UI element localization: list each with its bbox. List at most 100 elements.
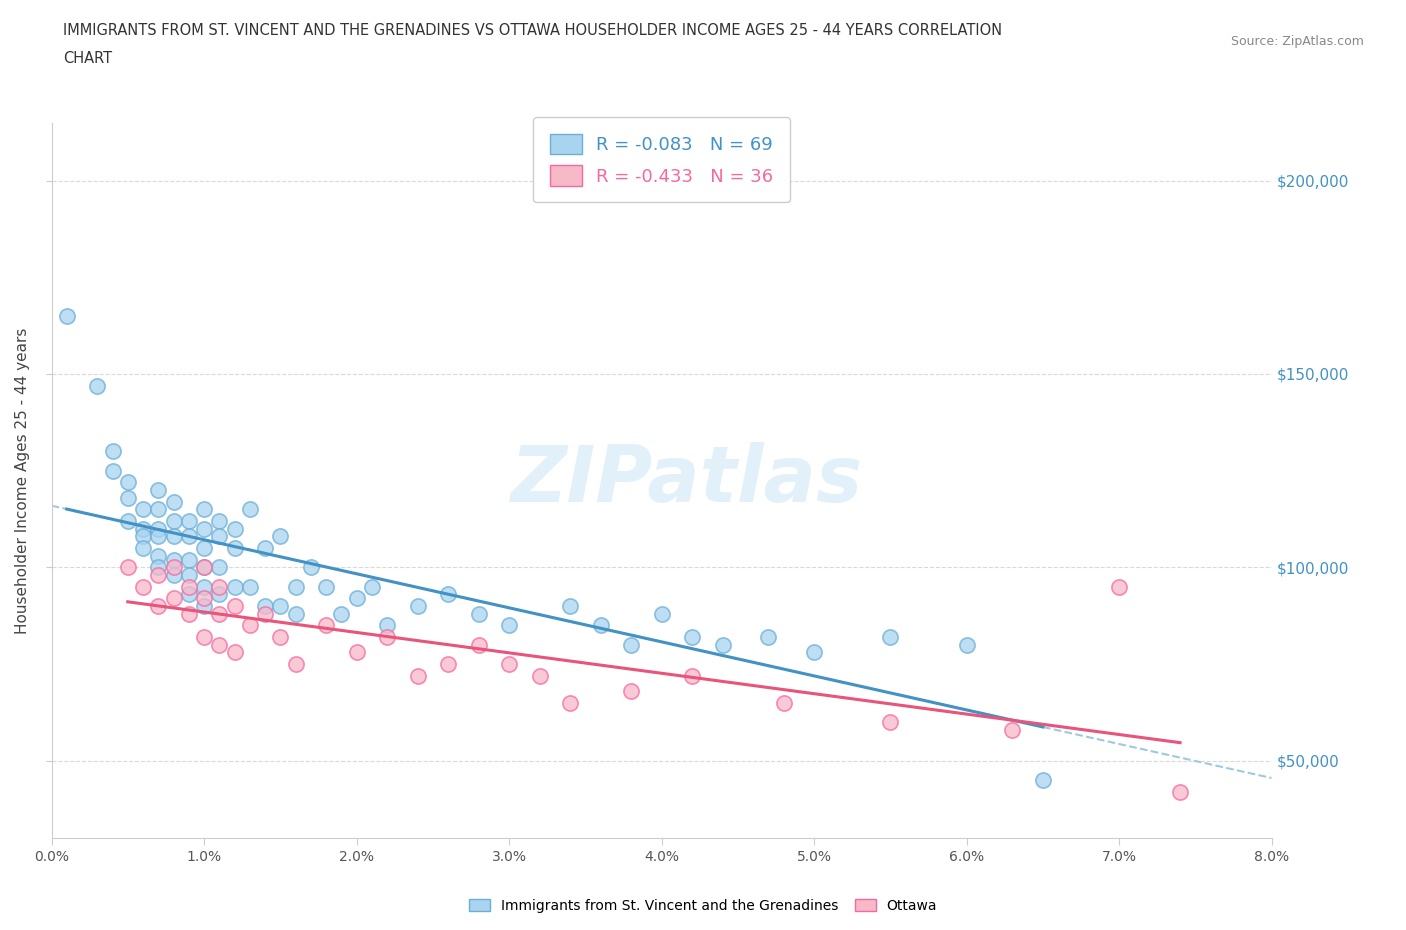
Point: [254, 599, 277, 614]
Point: [177, 606, 200, 621]
Point: [1032, 773, 1054, 788]
Point: [239, 502, 262, 517]
Point: [224, 521, 246, 536]
Point: [177, 579, 200, 594]
Point: [162, 560, 184, 575]
Point: [117, 513, 139, 528]
Text: ZIPatlas: ZIPatlas: [510, 443, 862, 518]
Point: [208, 606, 231, 621]
Legend: Immigrants from St. Vincent and the Grenadines, Ottawa: Immigrants from St. Vincent and the Gren…: [463, 894, 943, 919]
Point: [406, 668, 429, 683]
Point: [498, 618, 520, 632]
Point: [315, 579, 337, 594]
Point: [177, 587, 200, 602]
Point: [177, 552, 200, 567]
Point: [117, 490, 139, 505]
Point: [193, 579, 215, 594]
Point: [86, 379, 108, 393]
Point: [756, 630, 779, 644]
Point: [148, 529, 170, 544]
Point: [284, 657, 307, 671]
Point: [162, 513, 184, 528]
Point: [284, 606, 307, 621]
Point: [193, 591, 215, 605]
Point: [132, 502, 155, 517]
Point: [148, 599, 170, 614]
Point: [148, 502, 170, 517]
Point: [558, 599, 581, 614]
Point: [529, 668, 551, 683]
Text: IMMIGRANTS FROM ST. VINCENT AND THE GRENADINES VS OTTAWA HOUSEHOLDER INCOME AGES: IMMIGRANTS FROM ST. VINCENT AND THE GREN…: [63, 23, 1002, 38]
Point: [284, 579, 307, 594]
Point: [467, 637, 489, 652]
Point: [772, 696, 794, 711]
Point: [375, 630, 398, 644]
Point: [558, 696, 581, 711]
Point: [239, 579, 262, 594]
Point: [162, 552, 184, 567]
Point: [620, 684, 643, 698]
Point: [162, 494, 184, 509]
Point: [193, 560, 215, 575]
Point: [101, 463, 124, 478]
Point: [177, 567, 200, 582]
Point: [1168, 784, 1191, 799]
Point: [208, 513, 231, 528]
Point: [269, 599, 291, 614]
Point: [1108, 579, 1130, 594]
Point: [1001, 723, 1024, 737]
Point: [269, 630, 291, 644]
Point: [224, 540, 246, 555]
Point: [330, 606, 353, 621]
Point: [879, 714, 901, 729]
Point: [177, 513, 200, 528]
Text: CHART: CHART: [63, 51, 112, 66]
Point: [360, 579, 382, 594]
Point: [148, 567, 170, 582]
Point: [955, 637, 977, 652]
Point: [148, 549, 170, 564]
Point: [208, 560, 231, 575]
Point: [132, 540, 155, 555]
Point: [148, 560, 170, 575]
Point: [162, 529, 184, 544]
Legend: R = -0.083   N = 69, R = -0.433   N = 36: R = -0.083 N = 69, R = -0.433 N = 36: [533, 117, 790, 203]
Point: [193, 630, 215, 644]
Point: [193, 502, 215, 517]
Point: [117, 475, 139, 490]
Point: [437, 657, 460, 671]
Point: [132, 521, 155, 536]
Point: [208, 529, 231, 544]
Point: [651, 606, 673, 621]
Point: [55, 309, 77, 324]
Point: [148, 521, 170, 536]
Point: [193, 560, 215, 575]
Point: [467, 606, 489, 621]
Point: [589, 618, 612, 632]
Point: [254, 606, 277, 621]
Point: [132, 579, 155, 594]
Point: [239, 618, 262, 632]
Point: [269, 529, 291, 544]
Point: [224, 579, 246, 594]
Point: [162, 591, 184, 605]
Point: [224, 599, 246, 614]
Point: [208, 587, 231, 602]
Point: [162, 567, 184, 582]
Point: [346, 591, 368, 605]
Point: [681, 630, 703, 644]
Point: [711, 637, 734, 652]
Point: [208, 637, 231, 652]
Text: Source: ZipAtlas.com: Source: ZipAtlas.com: [1230, 35, 1364, 48]
Point: [620, 637, 643, 652]
Point: [193, 599, 215, 614]
Point: [117, 560, 139, 575]
Point: [498, 657, 520, 671]
Point: [208, 579, 231, 594]
Point: [193, 540, 215, 555]
Point: [132, 529, 155, 544]
Point: [437, 587, 460, 602]
Point: [406, 599, 429, 614]
Point: [681, 668, 703, 683]
Point: [346, 645, 368, 660]
